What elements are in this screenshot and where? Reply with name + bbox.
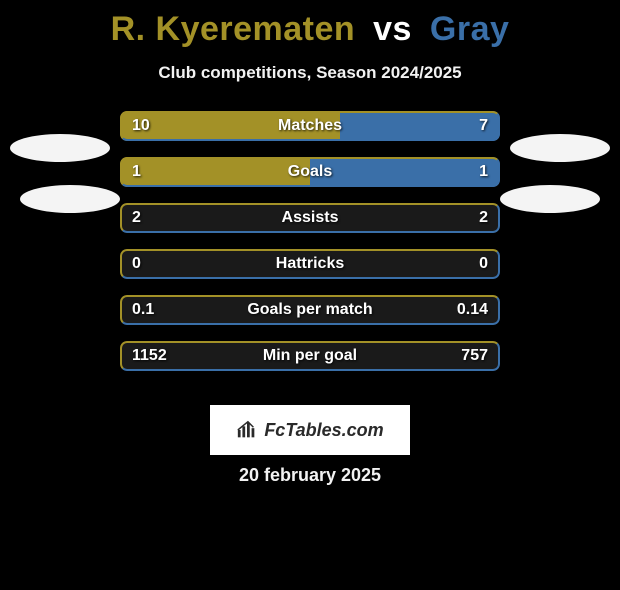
left-value: 0.1 xyxy=(132,301,154,319)
metric-label: Hattricks xyxy=(276,255,344,273)
metric-label: Matches xyxy=(278,117,342,135)
left-value: 1 xyxy=(132,163,141,181)
stat-row: 1 Goals 1 xyxy=(120,157,500,187)
player2-name: Gray xyxy=(430,10,510,48)
left-value: 2 xyxy=(132,209,141,227)
left-value: 1152 xyxy=(132,347,167,365)
right-value: 0.14 xyxy=(457,301,488,319)
player1-team-badge-placeholder xyxy=(20,185,120,213)
right-fill xyxy=(310,157,500,187)
logo-text: FcTables.com xyxy=(264,420,383,441)
metric-label: Goals per match xyxy=(247,301,372,319)
stat-row: 10 Matches 7 xyxy=(120,111,500,141)
right-fill xyxy=(340,111,500,141)
date-text: 20 february 2025 xyxy=(239,465,381,486)
subtitle: Club competitions, Season 2024/2025 xyxy=(0,63,620,83)
stat-row: 2 Assists 2 xyxy=(120,203,500,233)
logo-box: FcTables.com xyxy=(210,405,410,455)
stat-row: 1152 Min per goal 757 xyxy=(120,341,500,371)
stat-row: 0 Hattricks 0 xyxy=(120,249,500,279)
chart-icon xyxy=(236,419,258,441)
player2-team-badge-placeholder xyxy=(500,185,600,213)
metric-label: Min per goal xyxy=(263,347,357,365)
right-value: 757 xyxy=(461,347,488,365)
comparison-title: R. Kyerematen vs Gray xyxy=(0,10,620,49)
player2-badge-placeholder xyxy=(510,134,610,162)
right-value: 7 xyxy=(479,117,488,135)
right-value: 1 xyxy=(479,163,488,181)
left-value: 0 xyxy=(132,255,141,273)
right-value: 2 xyxy=(479,209,488,227)
left-fill xyxy=(120,157,310,187)
metric-label: Assists xyxy=(282,209,339,227)
left-value: 10 xyxy=(132,117,150,135)
player1-badge-placeholder xyxy=(10,134,110,162)
metric-label: Goals xyxy=(288,163,332,181)
stat-row: 0.1 Goals per match 0.14 xyxy=(120,295,500,325)
vs-text: vs xyxy=(373,10,412,48)
right-value: 0 xyxy=(479,255,488,273)
player1-name: R. Kyerematen xyxy=(111,10,356,48)
